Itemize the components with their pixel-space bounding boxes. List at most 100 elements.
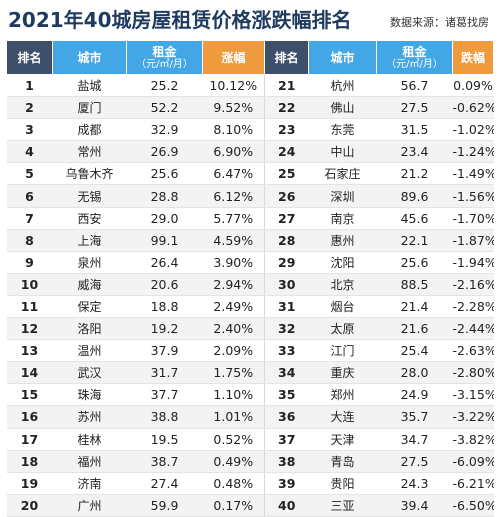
data-source-note: 数据来源：诸葛找房 xyxy=(390,16,489,29)
fall-cell: -2.63% xyxy=(452,339,494,363)
rent-cell: 26.4 xyxy=(126,251,203,274)
rise-cell: 1.01% xyxy=(202,405,265,429)
rent-cell: 88.5 xyxy=(376,273,453,296)
rank-cell: 33 xyxy=(264,339,309,363)
city-cell: 常州 xyxy=(52,140,127,164)
rent-cell: 18.8 xyxy=(126,295,203,319)
header-rent-right: 租金 （元/㎡/月） xyxy=(376,40,453,75)
city-cell: 太原 xyxy=(308,317,377,341)
rent-cell: 56.7 xyxy=(376,74,453,98)
rent-cell: 59.9 xyxy=(126,494,203,517)
fall-cell: -1.56% xyxy=(452,184,494,208)
city-cell: 深圳 xyxy=(308,184,377,208)
rent-cell: 28.0 xyxy=(376,361,453,385)
rank-cell: 38 xyxy=(264,450,309,473)
rank-cell: 31 xyxy=(264,295,309,319)
rise-cell: 0.48% xyxy=(202,472,265,495)
rank-cell: 7 xyxy=(6,207,53,230)
rank-cell: 1 xyxy=(6,74,53,98)
rank-cell: 35 xyxy=(264,383,309,407)
city-cell: 中山 xyxy=(308,140,377,164)
rise-cell: 1.10% xyxy=(202,383,265,407)
city-cell: 郑州 xyxy=(308,383,377,407)
rent-cell: 21.2 xyxy=(376,162,453,186)
rent-cell: 25.4 xyxy=(376,339,453,363)
table-row: 14 武汉 31.7 1.75% 34 重庆 28.0 -2.80% xyxy=(6,361,494,385)
table-header-row: 排名 城市 租金 （元/㎡/月） 涨幅 排名 城市 租金 （元/㎡/月） 跌幅 xyxy=(6,40,494,75)
rise-cell: 6.12% xyxy=(202,184,265,208)
table-row: 5 乌鲁木齐 25.6 6.47% 25 石家庄 21.2 -1.49% xyxy=(6,162,494,186)
header-city-right: 城市 xyxy=(308,40,377,75)
city-cell: 威海 xyxy=(52,273,127,296)
city-cell: 桂林 xyxy=(52,428,127,451)
rise-cell: 0.49% xyxy=(202,450,265,473)
rent-cell: 45.6 xyxy=(376,207,453,230)
table-row: 3 成都 32.9 8.10% 23 东莞 31.5 -1.02% xyxy=(6,118,494,142)
fall-cell: -2.44% xyxy=(452,317,494,341)
rise-cell: 2.09% xyxy=(202,339,265,363)
city-cell: 惠州 xyxy=(308,229,377,252)
fall-cell: -6.09% xyxy=(452,450,494,473)
city-cell: 盐城 xyxy=(52,74,127,98)
city-cell: 无锡 xyxy=(52,184,127,208)
fall-cell: -3.22% xyxy=(452,405,494,429)
rise-cell: 0.52% xyxy=(202,428,265,451)
rent-cell: 27.4 xyxy=(126,472,203,495)
rent-cell: 89.6 xyxy=(376,184,453,208)
table-row: 7 西安 29.0 5.77% 27 南京 45.6 -1.70% xyxy=(6,207,494,230)
header-rank-right: 排名 xyxy=(264,40,309,75)
rent-cell: 19.2 xyxy=(126,317,203,341)
rank-cell: 2 xyxy=(6,96,53,120)
rise-cell: 4.59% xyxy=(202,229,265,252)
rent-cell: 24.3 xyxy=(376,472,453,495)
table-row: 9 泉州 26.4 3.90% 29 沈阳 25.6 -1.94% xyxy=(6,251,494,274)
city-cell: 济南 xyxy=(52,472,127,495)
rank-cell: 39 xyxy=(264,472,309,495)
rank-cell: 30 xyxy=(264,273,309,296)
rank-cell: 22 xyxy=(264,96,309,120)
rank-cell: 19 xyxy=(6,472,53,495)
fall-cell: -0.62% xyxy=(452,96,494,120)
rent-cell: 23.4 xyxy=(376,140,453,164)
rent-cell: 27.5 xyxy=(376,450,453,473)
rank-cell: 5 xyxy=(6,162,53,186)
rise-cell: 5.77% xyxy=(202,207,265,230)
table-row: 11 保定 18.8 2.49% 31 烟台 21.4 -2.28% xyxy=(6,295,494,319)
rank-cell: 10 xyxy=(6,273,53,296)
table-row: 12 洛阳 19.2 2.40% 32 太原 21.6 -2.44% xyxy=(6,317,494,341)
rise-cell: 3.90% xyxy=(202,251,265,274)
table-row: 18 福州 38.7 0.49% 38 青岛 27.5 -6.09% xyxy=(6,450,494,473)
rent-cell: 35.7 xyxy=(376,405,453,429)
rent-cell: 25.6 xyxy=(126,162,203,186)
city-cell: 乌鲁木齐 xyxy=(52,162,127,186)
rank-cell: 17 xyxy=(6,428,53,451)
rent-cell: 21.4 xyxy=(376,295,453,319)
city-cell: 上海 xyxy=(52,229,127,252)
rise-cell: 2.40% xyxy=(202,317,265,341)
rank-cell: 24 xyxy=(264,140,309,164)
rank-cell: 34 xyxy=(264,361,309,385)
table-row: 2 厦门 52.2 9.52% 22 佛山 27.5 -0.62% xyxy=(6,96,494,120)
rent-cell: 39.4 xyxy=(376,494,453,517)
rent-cell: 32.9 xyxy=(126,118,203,142)
header-city-left: 城市 xyxy=(52,40,127,75)
rank-cell: 36 xyxy=(264,405,309,429)
table-row: 17 桂林 19.5 0.52% 37 天津 34.7 -3.82% xyxy=(6,428,494,451)
table-row: 6 无锡 28.8 6.12% 26 深圳 89.6 -1.56% xyxy=(6,184,494,208)
city-cell: 贵阳 xyxy=(308,472,377,495)
fall-cell: -6.50% xyxy=(452,494,494,517)
rise-cell: 8.10% xyxy=(202,118,265,142)
city-cell: 青岛 xyxy=(308,450,377,473)
rent-cell: 19.5 xyxy=(126,428,203,451)
rent-cell: 22.1 xyxy=(376,229,453,252)
city-cell: 北京 xyxy=(308,273,377,296)
city-cell: 天津 xyxy=(308,428,377,451)
header-rank-left: 排名 xyxy=(6,40,53,75)
rent-cell: 37.7 xyxy=(126,383,203,407)
city-cell: 保定 xyxy=(52,295,127,319)
rent-cell: 31.7 xyxy=(126,361,203,385)
rent-cell: 25.2 xyxy=(126,74,203,98)
city-cell: 成都 xyxy=(52,118,127,142)
rent-cell: 52.2 xyxy=(126,96,203,120)
